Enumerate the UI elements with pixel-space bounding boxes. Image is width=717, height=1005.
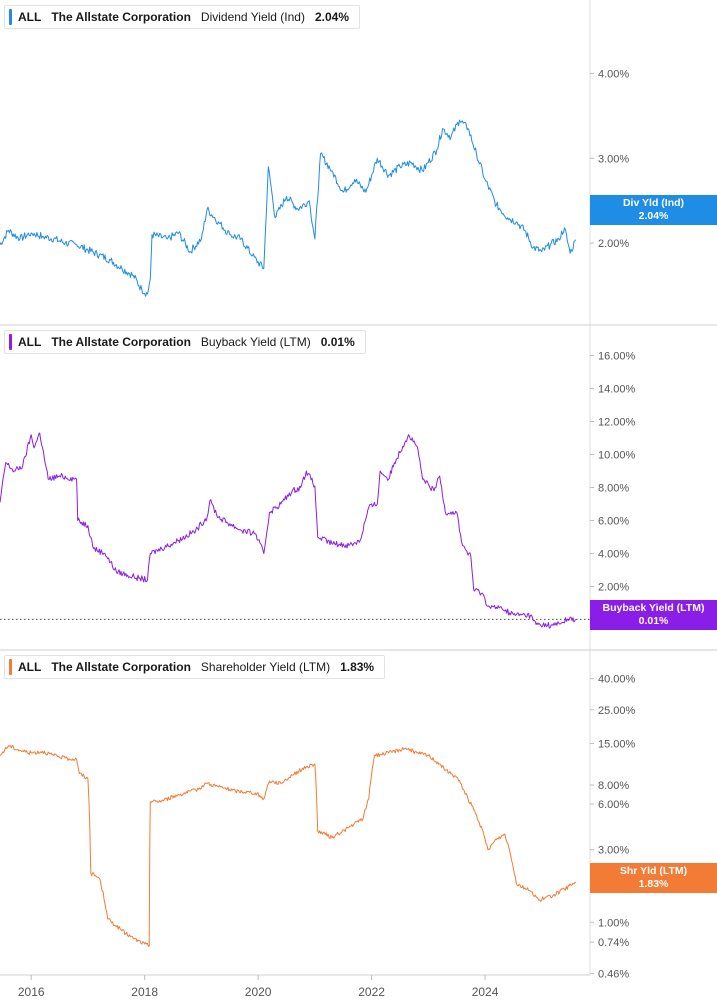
y-tick-label: 4.00%: [598, 549, 629, 561]
series-color-swatch: [9, 334, 12, 350]
legend-ticker: ALL: [18, 10, 42, 24]
series-color-swatch: [9, 9, 12, 25]
legend-metric: Buyback Yield (LTM): [200, 335, 311, 349]
y-tick-label: 6.00%: [598, 516, 629, 528]
x-tick-label: 2020: [245, 985, 272, 999]
y-tick-label: 10.00%: [598, 450, 636, 462]
tag-label: Div Yld (Ind): [622, 197, 685, 209]
y-tick-label: 40.00%: [598, 674, 636, 686]
y-tick-label: 1.00%: [598, 917, 629, 929]
tag-value: 1.83%: [638, 878, 669, 890]
y-tick-label: 12.00%: [598, 417, 636, 429]
legend-value: 1.83%: [340, 660, 375, 674]
y-tick-label: 3.00%: [598, 153, 629, 165]
y-tick-label: 0.74%: [598, 937, 629, 949]
legend-metric: Dividend Yield (Ind): [200, 10, 305, 24]
series-line: [0, 745, 576, 947]
legend-dividend-yield: ALL The Allstate Corporation Dividend Yi…: [4, 5, 360, 29]
y-tick-label: 4.00%: [598, 68, 629, 80]
y-tick-label: 25.00%: [598, 705, 636, 717]
legend-value: 2.04%: [314, 10, 349, 24]
y-tick-label: 16.00%: [598, 351, 636, 363]
series-line: [0, 119, 577, 297]
x-tick-label: 2018: [131, 985, 158, 999]
current-value-tag-dividend: Div Yld (Ind) 2.04%: [590, 195, 717, 225]
y-tick-label: 2.00%: [598, 582, 629, 594]
y-tick-label: 0.46%: [598, 969, 629, 981]
y-tick-label: 8.00%: [598, 780, 629, 792]
y-tick-label: 6.00%: [598, 799, 629, 811]
x-tick-label: 2024: [472, 985, 499, 999]
tag-value: 2.04%: [638, 210, 669, 222]
y-tick-label: 8.00%: [598, 483, 629, 495]
y-tick-label: 3.00%: [598, 845, 629, 857]
legend-company: The Allstate Corporation: [51, 335, 191, 349]
x-tick-label: 2016: [18, 985, 45, 999]
y-tick-label: 2.00%: [598, 238, 629, 250]
tag-label: Buyback Yield (LTM): [602, 602, 705, 614]
legend-company: The Allstate Corporation: [51, 10, 191, 24]
legend-ticker: ALL: [18, 335, 42, 349]
legend-metric: Shareholder Yield (LTM): [200, 660, 331, 674]
x-tick-label: 2022: [358, 985, 385, 999]
current-value-tag-shareholder: Shr Yld (LTM) 1.83%: [590, 863, 717, 893]
legend-value: 0.01%: [320, 335, 355, 349]
tag-label: Shr Yld (LTM): [619, 865, 688, 877]
legend-shareholder-yield: ALL The Allstate Corporation Shareholder…: [4, 655, 386, 679]
current-value-tag-buyback: Buyback Yield (LTM) 0.01%: [590, 600, 717, 630]
legend-company: The Allstate Corporation: [51, 660, 191, 674]
legend-ticker: ALL: [18, 660, 42, 674]
series-color-swatch: [9, 659, 12, 675]
legend-buyback-yield: ALL The Allstate Corporation Buyback Yie…: [4, 330, 366, 354]
series-line: [0, 432, 577, 629]
y-tick-label: 15.00%: [598, 738, 636, 750]
y-tick-label: 14.00%: [598, 384, 636, 396]
tag-value: 0.01%: [638, 615, 669, 627]
